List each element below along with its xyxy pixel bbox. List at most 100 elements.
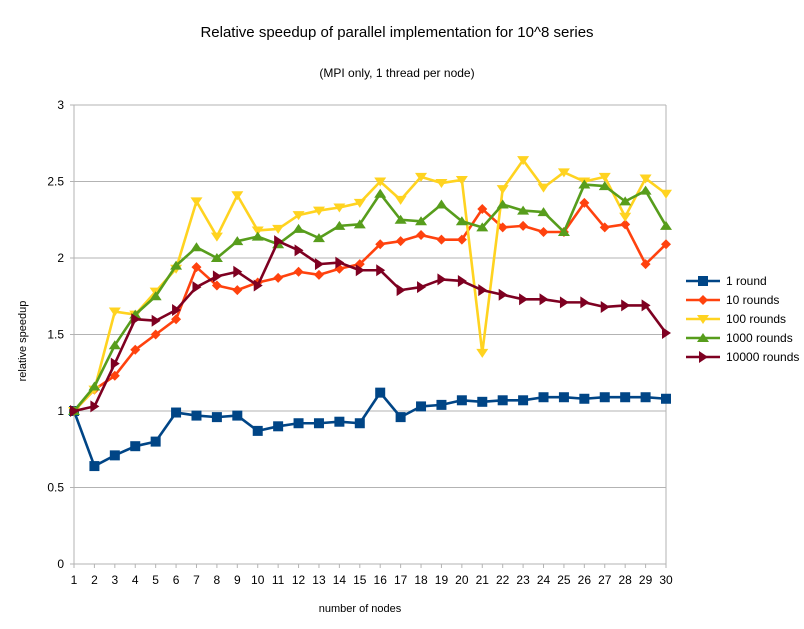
x-tick-label-6: 7 bbox=[193, 573, 200, 587]
chart-subtitle: (MPI only, 1 thread per node) bbox=[319, 66, 474, 80]
point-s3-13 bbox=[333, 220, 346, 230]
point-s0-10 bbox=[273, 421, 284, 432]
series-group bbox=[68, 156, 672, 472]
legend-label-3: 1000 rounds bbox=[726, 331, 793, 345]
legend-entry-4: 10000 rounds bbox=[686, 350, 799, 364]
point-s4-10 bbox=[274, 235, 284, 248]
point-s2-18 bbox=[435, 179, 448, 189]
point-s0-23 bbox=[538, 392, 549, 403]
point-s3-16 bbox=[394, 214, 407, 224]
point-s4-22 bbox=[519, 293, 529, 306]
point-s0-7 bbox=[211, 412, 222, 423]
point-s0-16 bbox=[395, 412, 406, 423]
legend-label-2: 100 rounds bbox=[726, 312, 786, 326]
legend-entry-0: 1 round bbox=[686, 274, 767, 288]
x-tick-label-17: 18 bbox=[414, 573, 428, 587]
point-s4-28 bbox=[641, 299, 651, 312]
point-s0-28 bbox=[640, 392, 651, 403]
point-s3-5 bbox=[170, 260, 183, 270]
series-line-1 bbox=[73, 201, 667, 412]
point-s3-20 bbox=[476, 222, 489, 232]
x-tick-label-12: 13 bbox=[312, 573, 326, 587]
point-s2-7 bbox=[210, 232, 223, 242]
legend-label-4: 10000 rounds bbox=[726, 350, 799, 364]
point-s2-13 bbox=[333, 203, 346, 213]
x-tick-label-23: 24 bbox=[537, 573, 551, 587]
point-s2-12 bbox=[312, 206, 325, 216]
point-s0-5 bbox=[171, 407, 182, 418]
point-s3-27 bbox=[619, 196, 632, 206]
point-s4-27 bbox=[621, 299, 631, 312]
point-s0-20 bbox=[477, 396, 488, 407]
point-s1-22 bbox=[518, 220, 529, 231]
point-s3-23 bbox=[537, 207, 550, 217]
x-tick-label-21: 22 bbox=[496, 573, 510, 587]
point-s4-25 bbox=[580, 296, 590, 309]
point-s0-13 bbox=[334, 416, 345, 427]
point-s1-15 bbox=[375, 239, 386, 250]
y-tick-label-4: 2 bbox=[57, 251, 64, 265]
point-s1-21 bbox=[497, 222, 508, 233]
series-line-0 bbox=[72, 391, 667, 468]
point-s1-19 bbox=[456, 234, 467, 245]
y-tick-label-6: 3 bbox=[57, 98, 64, 112]
point-s1-12 bbox=[313, 269, 324, 280]
series-4 bbox=[70, 235, 671, 417]
x-tick-label-7: 8 bbox=[214, 573, 221, 587]
legend-entry-2: 100 rounds bbox=[686, 312, 786, 326]
point-s4-21 bbox=[498, 288, 508, 301]
x-tick-label-24: 25 bbox=[557, 573, 571, 587]
series-3 bbox=[68, 179, 672, 415]
point-s2-23 bbox=[537, 183, 550, 193]
point-s0-19 bbox=[456, 395, 467, 406]
point-s4-20 bbox=[478, 284, 488, 297]
x-tick-label-2: 3 bbox=[111, 573, 118, 587]
point-s3-26 bbox=[598, 181, 611, 191]
point-s1-11 bbox=[293, 266, 304, 277]
legend-marker-2 bbox=[697, 315, 709, 324]
x-tick-label-25: 26 bbox=[578, 573, 592, 587]
x-tick-label-5: 6 bbox=[173, 573, 180, 587]
point-s0-6 bbox=[191, 410, 202, 421]
point-s4-15 bbox=[376, 264, 386, 277]
legend-entry-1: 10 rounds bbox=[686, 293, 779, 307]
point-s0-24 bbox=[558, 392, 569, 403]
point-s2-19 bbox=[455, 175, 468, 185]
grid-lines bbox=[74, 104, 666, 565]
x-tick-label-18: 19 bbox=[435, 573, 449, 587]
point-s1-6 bbox=[191, 262, 202, 273]
x-tick-label-19: 20 bbox=[455, 573, 469, 587]
y-tick-label-1: 0.5 bbox=[47, 481, 64, 495]
point-s2-15 bbox=[374, 177, 387, 187]
point-s3-21 bbox=[496, 199, 509, 209]
legend-marker-1 bbox=[698, 295, 708, 305]
point-s1-23 bbox=[538, 226, 549, 237]
y-axis-label: relative speedup bbox=[17, 301, 29, 382]
point-s4-1 bbox=[90, 400, 100, 413]
point-s0-26 bbox=[599, 392, 610, 403]
x-tick-label-3: 4 bbox=[132, 573, 139, 587]
point-s4-0 bbox=[70, 405, 79, 417]
series-2 bbox=[68, 156, 672, 416]
point-s2-24 bbox=[557, 168, 570, 178]
point-s1-7 bbox=[211, 280, 222, 291]
point-s2-14 bbox=[353, 198, 366, 208]
point-s1-5 bbox=[171, 314, 182, 325]
point-s3-25 bbox=[578, 179, 591, 189]
legend-marker-0 bbox=[698, 276, 708, 286]
legend-entry-3: 1000 rounds bbox=[686, 331, 793, 345]
y-tick-label-5: 2.5 bbox=[47, 175, 64, 189]
legend-label-0: 1 round bbox=[726, 274, 767, 288]
legend-marker-3 bbox=[697, 333, 709, 342]
point-s0-21 bbox=[497, 395, 508, 406]
x-tick-label-1: 2 bbox=[91, 573, 98, 587]
point-s0-17 bbox=[416, 401, 427, 412]
point-s1-17 bbox=[416, 230, 427, 241]
point-s0-29 bbox=[661, 393, 671, 404]
point-s4-23 bbox=[539, 293, 549, 306]
point-s0-22 bbox=[518, 395, 529, 406]
series-0 bbox=[69, 387, 671, 472]
chart-title: Relative speedup of parallel implementat… bbox=[200, 24, 593, 41]
point-s2-2 bbox=[108, 307, 121, 317]
x-tick-label-11: 12 bbox=[292, 573, 306, 587]
